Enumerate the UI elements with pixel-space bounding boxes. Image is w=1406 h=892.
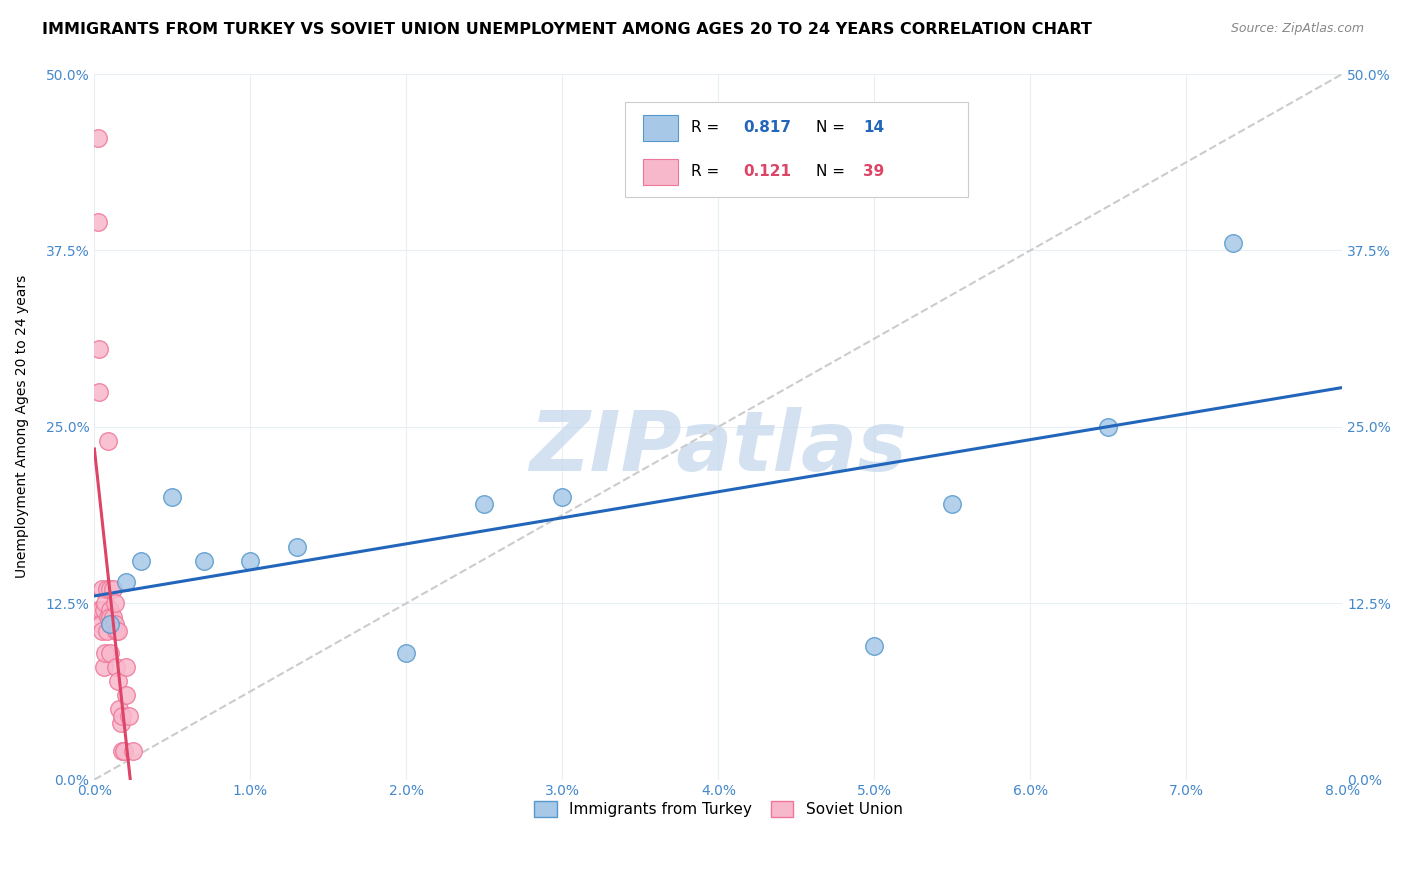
FancyBboxPatch shape: [624, 103, 967, 197]
Point: [108, 702, 131, 716]
Point: [94, 646, 117, 660]
Text: 39: 39: [863, 164, 884, 179]
Point: [98, 617, 121, 632]
Text: R =: R =: [690, 164, 724, 179]
Point: [101, 582, 124, 596]
Point: [104, 596, 127, 610]
Legend: Immigrants from Turkey, Soviet Union: Immigrants from Turkey, Soviet Union: [526, 794, 910, 825]
Point: [193, 554, 215, 568]
Point: [863, 639, 886, 653]
Point: [90, 617, 112, 632]
Point: [111, 709, 134, 723]
Point: [93, 659, 115, 673]
Point: [110, 716, 132, 731]
Point: [112, 744, 135, 758]
Point: [98, 617, 121, 632]
Text: N =: N =: [815, 164, 849, 179]
Point: [285, 540, 308, 554]
Point: [239, 554, 262, 568]
Point: [98, 646, 121, 660]
Point: [90, 603, 112, 617]
Point: [94, 596, 117, 610]
Point: [98, 582, 121, 596]
Point: [96, 624, 118, 639]
Point: [114, 575, 136, 590]
Point: [107, 673, 129, 688]
Point: [472, 498, 495, 512]
Point: [91, 582, 114, 596]
Point: [105, 624, 128, 639]
Point: [941, 498, 963, 512]
Point: [91, 624, 114, 639]
Text: 0.817: 0.817: [744, 120, 792, 136]
Y-axis label: Unemployment Among Ages 20 to 24 years: Unemployment Among Ages 20 to 24 years: [15, 276, 30, 578]
Point: [114, 688, 136, 702]
Point: [104, 617, 127, 632]
Point: [129, 554, 152, 568]
Point: [101, 610, 124, 624]
Point: [87, 342, 110, 356]
Point: [87, 384, 110, 399]
Point: [118, 709, 141, 723]
Point: [1097, 419, 1119, 434]
Point: [551, 491, 574, 505]
Point: [98, 603, 121, 617]
Point: [97, 434, 120, 448]
Point: [96, 582, 118, 596]
Text: ZIPatlas: ZIPatlas: [530, 408, 907, 489]
Text: 14: 14: [863, 120, 884, 136]
Point: [111, 744, 134, 758]
Point: [97, 610, 120, 624]
Text: Source: ZipAtlas.com: Source: ZipAtlas.com: [1230, 22, 1364, 36]
Point: [122, 744, 145, 758]
Bar: [644, 159, 679, 185]
Point: [98, 610, 121, 624]
Bar: [644, 115, 679, 141]
Text: IMMIGRANTS FROM TURKEY VS SOVIET UNION UNEMPLOYMENT AMONG AGES 20 TO 24 YEARS CO: IMMIGRANTS FROM TURKEY VS SOVIET UNION U…: [42, 22, 1092, 37]
Point: [86, 215, 108, 229]
Point: [86, 130, 108, 145]
Point: [395, 646, 418, 660]
Point: [93, 603, 115, 617]
Point: [107, 624, 129, 639]
Point: [1222, 236, 1244, 251]
Text: 0.121: 0.121: [744, 164, 792, 179]
Text: R =: R =: [690, 120, 724, 136]
Point: [114, 659, 136, 673]
Point: [162, 491, 184, 505]
Text: N =: N =: [815, 120, 849, 136]
Point: [86, 603, 108, 617]
Point: [105, 659, 128, 673]
